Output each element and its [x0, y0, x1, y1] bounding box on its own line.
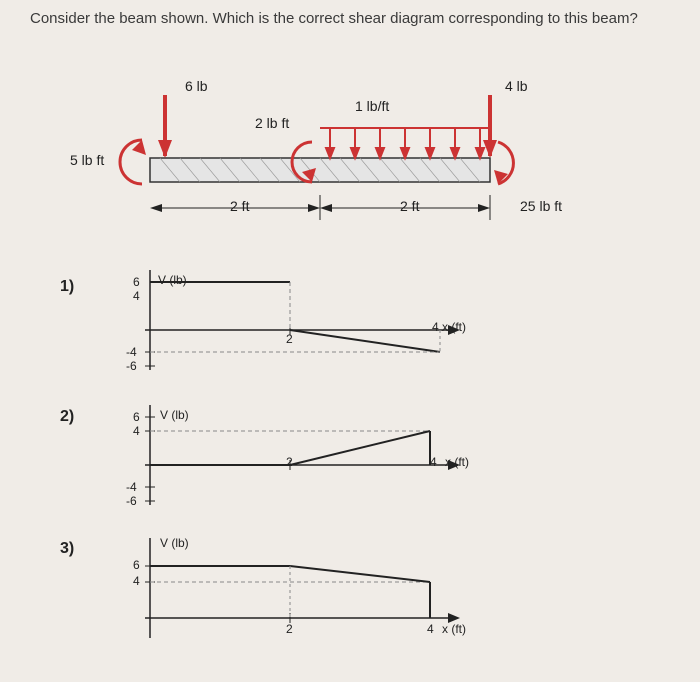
d1-vlabel: V (lb) [158, 273, 187, 287]
load-4lb-label: 4 lb [505, 78, 528, 94]
d1-y6: 6 [133, 275, 140, 289]
question-text: Consider the beam shown. Which is the co… [30, 8, 690, 29]
beam-figure: 2 lb ft [50, 80, 620, 240]
option-1-label: 1) [60, 278, 74, 296]
d1-ym4: -4 [126, 345, 137, 359]
d3-y4: 4 [133, 574, 140, 588]
span-2ft-b: 2 ft [400, 198, 419, 214]
d2-x4: 4 [430, 455, 437, 469]
d2-vlabel: V (lb) [160, 408, 189, 422]
moment-2lbft-label: 2 lb ft [255, 115, 289, 131]
d2-ym4: -4 [126, 480, 137, 494]
d2-y4: 4 [133, 424, 140, 438]
d3-xlabel: x (ft) [442, 622, 466, 636]
moment-5lbft-label: 5 lb ft [70, 152, 104, 168]
option-2-label: 2) [60, 408, 74, 426]
d2-xlabel: x (ft) [445, 455, 469, 469]
d2-x2: 2 [286, 455, 293, 469]
d2-y6: 6 [133, 410, 140, 424]
d2-ym6: -6 [126, 494, 137, 508]
option-3-label: 3) [60, 540, 74, 558]
d1-x2: 2 [286, 332, 293, 346]
d1-xlabel: x (ft) [442, 320, 466, 334]
d3-vlabel: V (lb) [160, 536, 189, 550]
d1-x4: 4 [432, 320, 439, 334]
d3-x2: 2 [286, 622, 293, 636]
load-6lb-label: 6 lb [185, 78, 208, 94]
d3-x4: 4 [427, 622, 434, 636]
d1-ym6: -6 [126, 359, 137, 373]
d3-y6: 6 [133, 558, 140, 572]
moment-25lbft-label: 25 lb ft [520, 198, 562, 214]
span-2ft-a: 2 ft [230, 198, 249, 214]
d1-y4: 4 [133, 289, 140, 303]
dist-1lbft-label: 1 lb/ft [355, 98, 389, 114]
